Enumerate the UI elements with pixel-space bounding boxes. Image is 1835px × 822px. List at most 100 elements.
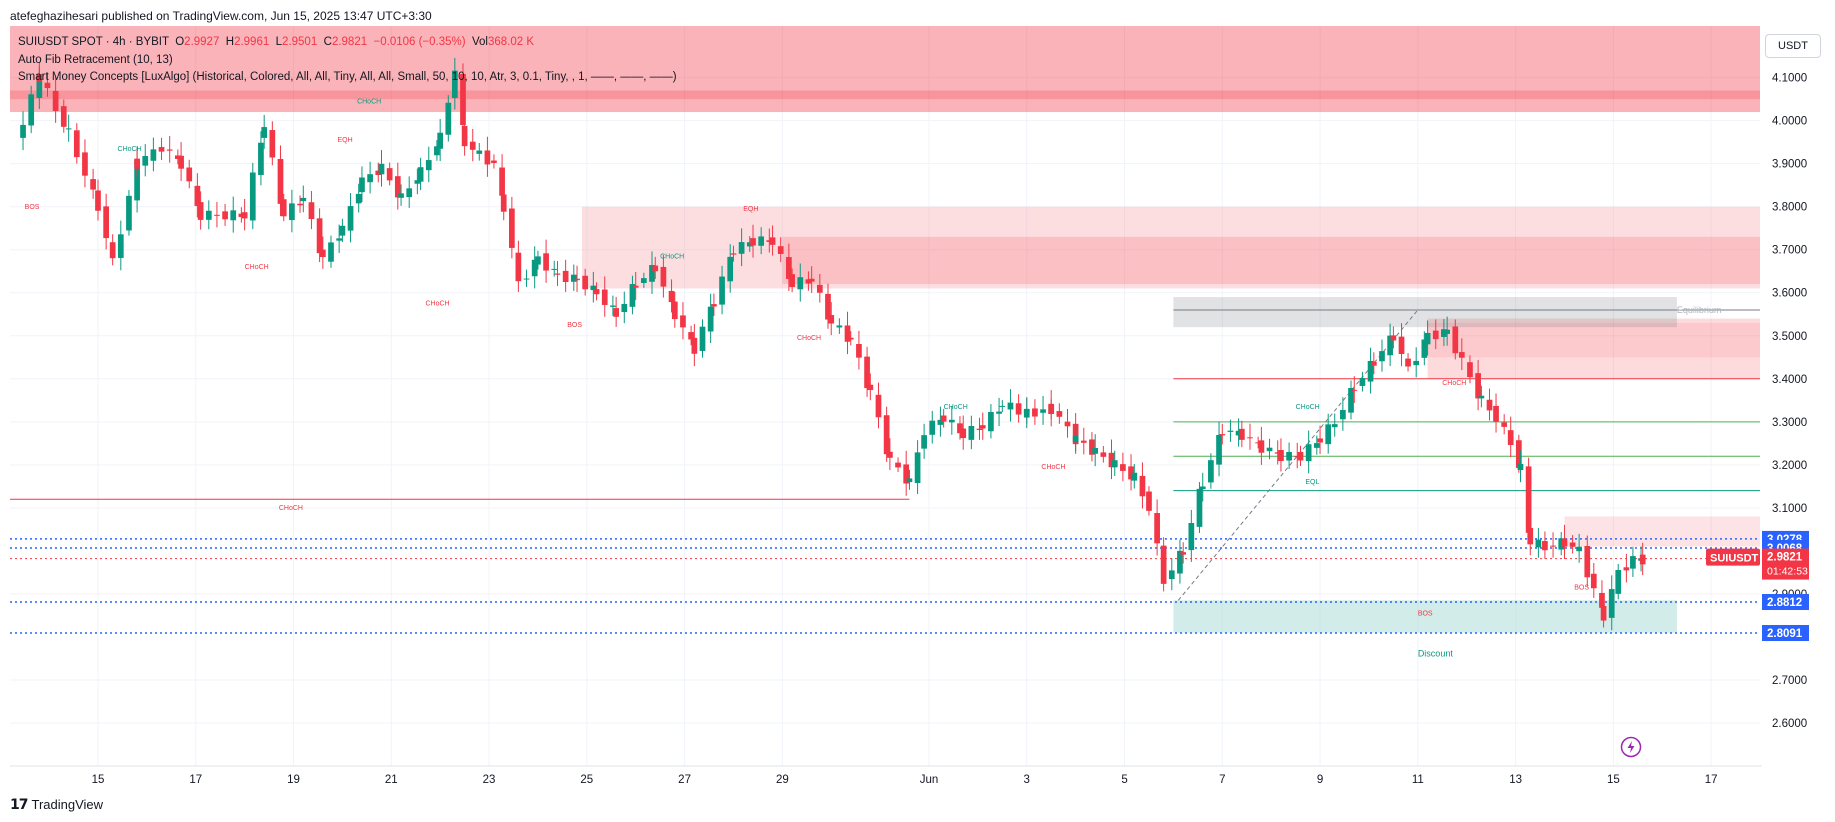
candle xyxy=(691,337,698,354)
smc-label: CHoCH xyxy=(245,264,269,271)
smc-label: CHoCH xyxy=(357,98,381,105)
tradingview-logo[interactable]: 𝟭𝟳 TradingView xyxy=(10,796,103,813)
candle xyxy=(610,305,616,307)
smc-label: EQH xyxy=(743,206,758,213)
supply-zone-top-inner xyxy=(10,90,1760,100)
smc-label: CHoCH xyxy=(797,335,821,342)
candle xyxy=(1227,430,1234,432)
candle xyxy=(671,301,678,320)
candle xyxy=(543,253,549,271)
smc-label: BOS xyxy=(567,322,582,329)
candle xyxy=(1089,439,1095,455)
candle xyxy=(758,236,765,246)
candle xyxy=(1278,450,1284,462)
low-label: L xyxy=(275,36,283,48)
indicator-smc[interactable]: Smart Money Concepts [LuxAlgo] (Historic… xyxy=(18,71,677,83)
candle xyxy=(1208,460,1214,483)
chart-legend: SUIUSDT SPOT · 4h · BYBIT O2.9927 H2.996… xyxy=(18,34,677,87)
candle xyxy=(1128,466,1134,480)
candle xyxy=(864,356,870,389)
candle xyxy=(1286,451,1292,461)
candle xyxy=(1599,592,1605,608)
candle xyxy=(957,423,963,434)
candle xyxy=(727,256,734,282)
candle xyxy=(1092,447,1099,454)
price-level-badge xyxy=(1762,625,1809,642)
candle xyxy=(805,279,812,284)
time-axis-tick: 29 xyxy=(776,774,789,786)
candle xyxy=(1527,528,1534,545)
candle xyxy=(95,190,101,211)
candle xyxy=(1517,463,1524,470)
candle xyxy=(688,332,694,340)
last-price-badge xyxy=(1762,548,1809,580)
candle xyxy=(789,274,795,287)
candle xyxy=(1139,475,1146,497)
candle xyxy=(1120,464,1126,471)
candle xyxy=(1432,330,1439,340)
chart-area[interactable]: CHoCH CHoCH EQH BOS CHoCH CHoCH BOS CHoCH EQH CHo… xyxy=(0,26,1835,792)
candle xyxy=(109,242,116,259)
time-axis-tick: 27 xyxy=(678,774,691,786)
published-by-line: atefeghazihesari published on TradingVie… xyxy=(10,9,432,23)
candle xyxy=(1266,447,1273,452)
candle xyxy=(1274,452,1281,454)
candle xyxy=(258,142,264,175)
candle xyxy=(769,237,776,245)
candle xyxy=(707,306,714,332)
candle xyxy=(786,257,792,279)
candle xyxy=(590,285,597,291)
bar-countdown: 01:42:53 xyxy=(1767,566,1808,578)
supply-zone-recent xyxy=(1427,318,1760,379)
indicator-fib[interactable]: Auto Fib Retracement (10, 13) xyxy=(18,53,173,66)
candle xyxy=(1608,589,1615,618)
time-axis-tick: 17 xyxy=(189,774,202,786)
candle xyxy=(90,179,96,190)
volume-label: Vol xyxy=(471,36,488,48)
change-value: −0.0106 (−0.35%) xyxy=(373,36,466,48)
candle xyxy=(1542,541,1548,551)
candle xyxy=(500,194,507,212)
time-axis-tick: 11 xyxy=(1412,774,1424,786)
lightning-icon[interactable] xyxy=(1620,736,1642,758)
candle xyxy=(425,160,432,171)
candle xyxy=(883,415,890,455)
candle xyxy=(1154,513,1160,544)
candle xyxy=(1405,358,1411,367)
price-chart[interactable]: CHoCH CHoCH EQH BOS CHoCH CHoCH BOS CHoCH EQH CHo… xyxy=(0,26,1835,792)
candle xyxy=(194,185,201,207)
candle xyxy=(1199,486,1206,490)
candle xyxy=(593,289,600,295)
candle xyxy=(60,106,67,127)
candle xyxy=(1238,428,1245,440)
supply-zone-recent-inner xyxy=(1427,322,1760,358)
candle xyxy=(613,308,619,317)
time-axis-tick: 5 xyxy=(1121,774,1127,786)
candle xyxy=(52,90,59,111)
symbol-label[interactable]: SUIUSDT SPOT · 4h · BYBIT xyxy=(18,36,169,48)
candle xyxy=(816,284,823,293)
volume-value: 368.02 K xyxy=(487,36,535,48)
candle xyxy=(451,70,458,98)
candle xyxy=(1623,567,1630,571)
smc-label: BOS xyxy=(25,204,40,211)
time-axis-tick: 15 xyxy=(1607,774,1620,786)
price-axis-tick: 2.7000 xyxy=(1772,675,1807,687)
currency-selector[interactable]: USDT xyxy=(1765,34,1821,58)
price-axis-tick: 4.0000 xyxy=(1772,116,1807,128)
candle xyxy=(166,149,173,151)
candle xyxy=(1600,605,1607,621)
candle xyxy=(1064,421,1071,427)
candle xyxy=(914,452,921,484)
candle xyxy=(1108,452,1115,468)
candle xyxy=(1467,362,1473,378)
candle xyxy=(1040,409,1046,413)
smc-label: CHoCH xyxy=(1296,404,1320,411)
candle xyxy=(214,214,220,216)
candle xyxy=(1486,399,1493,411)
candle xyxy=(82,152,88,176)
candle xyxy=(1219,434,1226,436)
candle xyxy=(509,208,515,248)
smc-label: CHoCH xyxy=(1041,464,1065,471)
candle xyxy=(1247,437,1253,439)
